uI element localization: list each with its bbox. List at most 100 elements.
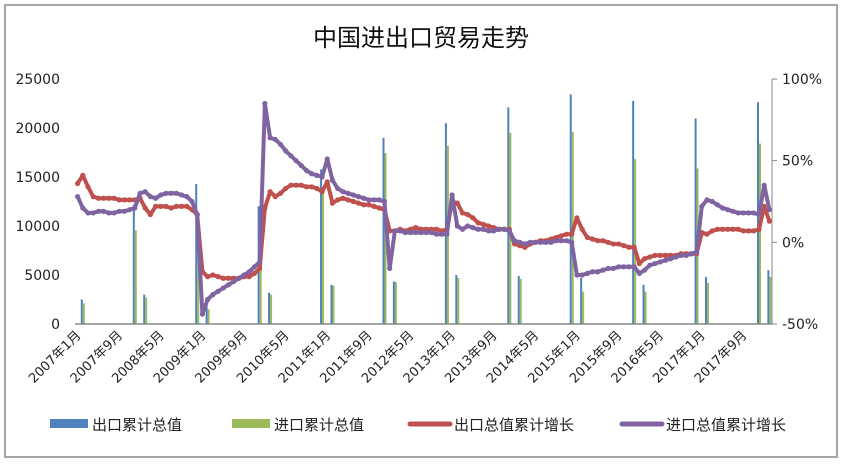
line-point bbox=[366, 197, 372, 203]
line-point bbox=[314, 185, 320, 192]
line-point bbox=[693, 249, 700, 255]
line-point bbox=[678, 252, 684, 258]
line-point bbox=[730, 226, 736, 232]
line-point bbox=[158, 192, 164, 198]
line-point bbox=[709, 228, 715, 234]
bar-import bbox=[259, 225, 262, 324]
line-point bbox=[121, 208, 128, 214]
line-point bbox=[647, 254, 653, 260]
line-point bbox=[179, 192, 185, 198]
line-point bbox=[75, 180, 81, 187]
line-point bbox=[709, 198, 715, 205]
line-point bbox=[719, 205, 726, 211]
line-point bbox=[569, 231, 575, 237]
line-point bbox=[116, 197, 122, 203]
line-point bbox=[106, 210, 112, 216]
line-point bbox=[350, 192, 356, 198]
line-point bbox=[751, 210, 757, 216]
line-point bbox=[735, 210, 741, 216]
line-point bbox=[480, 226, 486, 232]
line-point bbox=[142, 205, 148, 211]
line-point bbox=[444, 231, 450, 237]
line-point bbox=[168, 205, 174, 211]
line-point bbox=[745, 210, 752, 216]
bar-export bbox=[143, 294, 146, 324]
line-point bbox=[257, 265, 263, 272]
line-point bbox=[517, 239, 523, 245]
line-point bbox=[475, 226, 481, 232]
line-point bbox=[319, 174, 325, 180]
line-point bbox=[683, 252, 689, 258]
line-point bbox=[392, 228, 398, 234]
line-point bbox=[251, 264, 258, 270]
line-point bbox=[329, 177, 336, 183]
line-point bbox=[387, 265, 393, 272]
line-point bbox=[756, 211, 762, 218]
line-point bbox=[121, 197, 128, 203]
legend-swatch bbox=[50, 419, 88, 428]
line-point bbox=[210, 272, 216, 278]
line-point bbox=[340, 195, 346, 201]
line-point bbox=[647, 262, 653, 268]
line-point bbox=[615, 241, 622, 247]
line-point bbox=[662, 257, 668, 263]
line-point bbox=[288, 153, 294, 159]
line-point bbox=[283, 185, 289, 192]
y-right-tick-label: -50% bbox=[782, 317, 818, 333]
line-point bbox=[641, 256, 648, 262]
legend-label: 进口累计总值 bbox=[274, 416, 364, 434]
line-point bbox=[704, 231, 710, 237]
bar-import bbox=[519, 278, 522, 324]
line-point bbox=[537, 239, 544, 245]
line-point bbox=[225, 282, 232, 288]
line-point bbox=[589, 236, 596, 242]
line-point bbox=[210, 292, 216, 298]
line-point bbox=[407, 229, 414, 236]
line-point bbox=[127, 207, 133, 213]
line-point bbox=[501, 226, 507, 232]
y-left-tick-label: 0 bbox=[51, 317, 60, 333]
line-point bbox=[106, 195, 112, 201]
bar-export bbox=[205, 300, 208, 324]
line-point bbox=[553, 238, 559, 244]
line-point bbox=[751, 228, 757, 234]
line-point bbox=[215, 274, 221, 280]
line-point bbox=[111, 195, 117, 201]
line-point bbox=[621, 264, 627, 270]
line-point bbox=[153, 195, 159, 201]
line-point bbox=[272, 136, 278, 143]
chart-title: 中国进出口贸易走势 bbox=[313, 24, 529, 52]
line-point bbox=[413, 229, 419, 236]
line-point bbox=[459, 210, 466, 216]
line-point bbox=[605, 239, 611, 245]
line-point bbox=[673, 254, 679, 260]
line-point bbox=[579, 272, 585, 278]
line-point bbox=[423, 229, 429, 236]
bar-export bbox=[268, 292, 271, 324]
line-point bbox=[101, 208, 107, 214]
line-point bbox=[329, 200, 336, 206]
line-point bbox=[127, 197, 133, 203]
line-point bbox=[595, 269, 601, 275]
line-point bbox=[111, 210, 117, 216]
line-point bbox=[355, 194, 362, 200]
line-point bbox=[610, 241, 616, 247]
line-point bbox=[631, 244, 637, 250]
line-point bbox=[205, 274, 211, 280]
line-point bbox=[267, 135, 273, 141]
line-point bbox=[116, 208, 122, 214]
line-point bbox=[662, 252, 668, 258]
line-point bbox=[205, 296, 211, 303]
line-point bbox=[506, 228, 512, 234]
line-point bbox=[532, 239, 538, 245]
line-point bbox=[147, 194, 154, 200]
line-point bbox=[558, 233, 564, 239]
line-point bbox=[184, 203, 190, 209]
bar-export bbox=[330, 284, 333, 324]
line-point bbox=[704, 197, 710, 203]
line-point bbox=[168, 190, 174, 196]
line-point bbox=[766, 207, 772, 213]
legend-label: 出口累计总值 bbox=[92, 416, 182, 434]
line-point bbox=[189, 198, 195, 205]
line-point bbox=[589, 269, 596, 275]
